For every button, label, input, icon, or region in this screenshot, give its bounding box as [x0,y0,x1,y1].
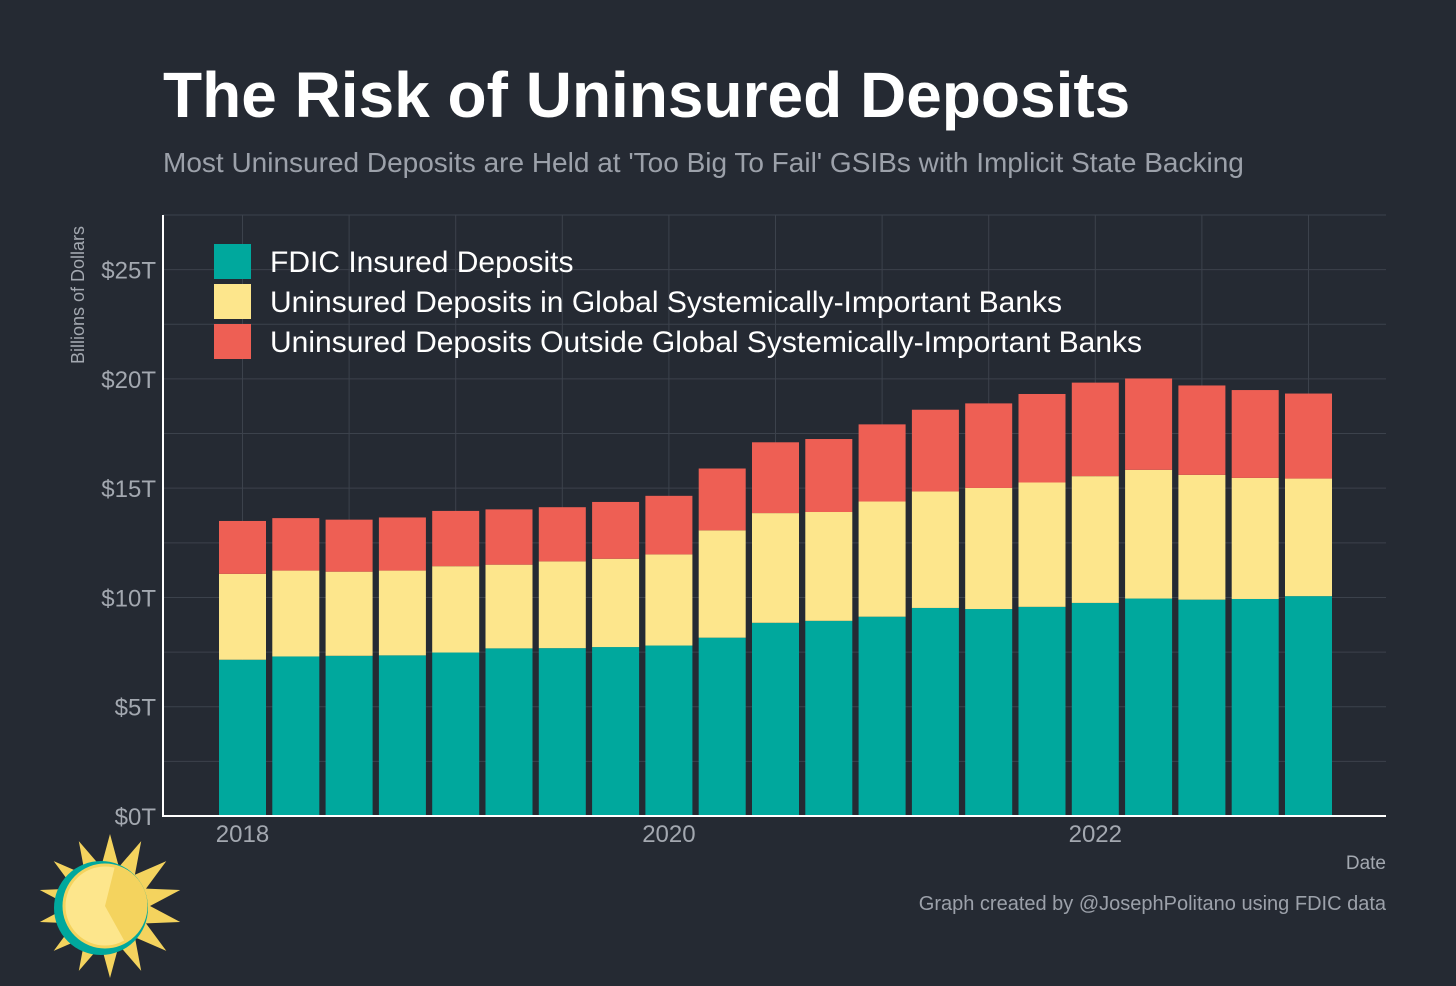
bar-2021Q2-series-0 [911,607,959,816]
bar-2021Q3-series-2 [965,403,1013,488]
bar-2020Q3-series-0 [752,622,799,816]
bar-2020Q2-series-2 [698,468,746,531]
y-tick-label: $5T [115,695,157,722]
legend-label-0: FDIC Insured Deposits [270,246,573,279]
y-tick-label: $20T [101,367,156,394]
bar-2019Q1-series-0 [432,652,480,816]
bar-2021Q1-series-1 [858,501,906,617]
bar-2020Q4-series-2 [805,439,853,513]
bar-2021Q3-series-1 [965,487,1013,610]
bar-2019Q3-series-2 [538,507,586,562]
y-tick-label: $15T [101,476,156,503]
bar-2023Q1-series-2 [1285,393,1332,479]
legend-swatch-0 [214,244,251,279]
bar-2022Q2-series-0 [1125,598,1173,816]
y-tick-label: $25T [101,258,156,285]
bar-2023Q1-series-0 [1285,596,1332,816]
bar-2020Q1-series-1 [645,554,693,646]
bar-2022Q3-series-2 [1178,385,1226,475]
bar-2022Q2-series-1 [1125,469,1173,599]
bar-2019Q2-series-1 [485,564,533,649]
bar-2022Q2-series-2 [1125,378,1173,470]
legend-swatch-2 [214,324,251,359]
bar-2020Q3-series-1 [752,513,799,623]
bar-2018Q4-series-1 [378,570,426,656]
bar-2019Q4-series-2 [592,501,640,559]
bar-2020Q2-series-1 [698,530,746,638]
x-axis-label: Date [1346,853,1386,874]
bar-2022Q1-series-0 [1071,602,1119,816]
bar-2021Q1-series-2 [858,424,906,502]
bar-2018Q2-series-2 [272,518,320,571]
bar-2019Q3-series-0 [538,648,586,816]
bar-2022Q4-series-1 [1231,477,1279,599]
bar-2019Q2-series-2 [485,509,533,565]
bar-2019Q4-series-0 [592,647,640,816]
bar-2019Q1-series-1 [432,566,480,653]
y-tick-label: $0T [115,804,157,831]
bar-2020Q3-series-2 [752,442,799,514]
bar-2020Q4-series-0 [805,620,853,816]
bar-2020Q1-series-0 [645,645,693,816]
bar-2021Q2-series-1 [911,491,959,608]
sun-logo-icon [39,834,181,978]
bar-2022Q1-series-1 [1071,476,1119,603]
x-tick-label: 2018 [216,821,269,848]
page-title: The Risk of Uninsured Deposits [163,59,1131,131]
bar-2020Q2-series-0 [698,637,746,816]
bar-2018Q2-series-1 [272,570,320,657]
y-tick-label: $10T [101,585,156,612]
bar-2021Q4-series-2 [1018,393,1066,483]
legend-label-2: Uninsured Deposits Outside Global System… [270,326,1142,359]
bar-2021Q2-series-2 [911,409,959,492]
bar-2022Q3-series-1 [1178,474,1226,600]
x-tick-label: 2022 [1069,821,1122,848]
bar-2019Q1-series-2 [432,510,480,567]
bar-2018Q4-series-0 [378,655,426,816]
bar-2022Q4-series-2 [1231,390,1279,478]
bar-2021Q1-series-0 [858,616,906,816]
bar-2018Q3-series-1 [325,571,373,656]
legend-swatch-1 [214,284,251,319]
bar-2018Q3-series-0 [325,655,373,816]
bar-2022Q3-series-0 [1178,599,1226,816]
legend-label-1: Uninsured Deposits in Global Systemicall… [270,286,1062,319]
bar-2021Q4-series-0 [1018,606,1066,816]
bar-2018Q1-series-0 [219,659,266,816]
credit-text: Graph created by @JosephPolitano using F… [918,893,1386,915]
bar-2018Q3-series-2 [325,519,373,572]
bar-2018Q4-series-2 [378,517,426,571]
bar-2019Q2-series-0 [485,648,533,816]
bar-2018Q1-series-2 [219,520,266,574]
bar-2022Q4-series-0 [1231,598,1279,816]
page-subtitle: Most Uninsured Deposits are Held at 'Too… [163,147,1244,178]
bar-2021Q3-series-0 [965,609,1013,816]
bar-2018Q2-series-0 [272,656,320,816]
bar-2020Q1-series-2 [645,495,693,555]
bar-2019Q4-series-1 [592,558,640,648]
bar-2018Q1-series-1 [219,573,266,660]
bar-2023Q1-series-1 [1285,478,1332,597]
bar-2020Q4-series-1 [805,512,853,621]
bar-2022Q1-series-2 [1071,382,1119,477]
y-axis-label: Billions of Dollars [68,226,88,364]
bar-2021Q4-series-1 [1018,482,1066,607]
bar-2019Q3-series-1 [538,561,586,649]
x-tick-label: 2020 [642,821,695,848]
